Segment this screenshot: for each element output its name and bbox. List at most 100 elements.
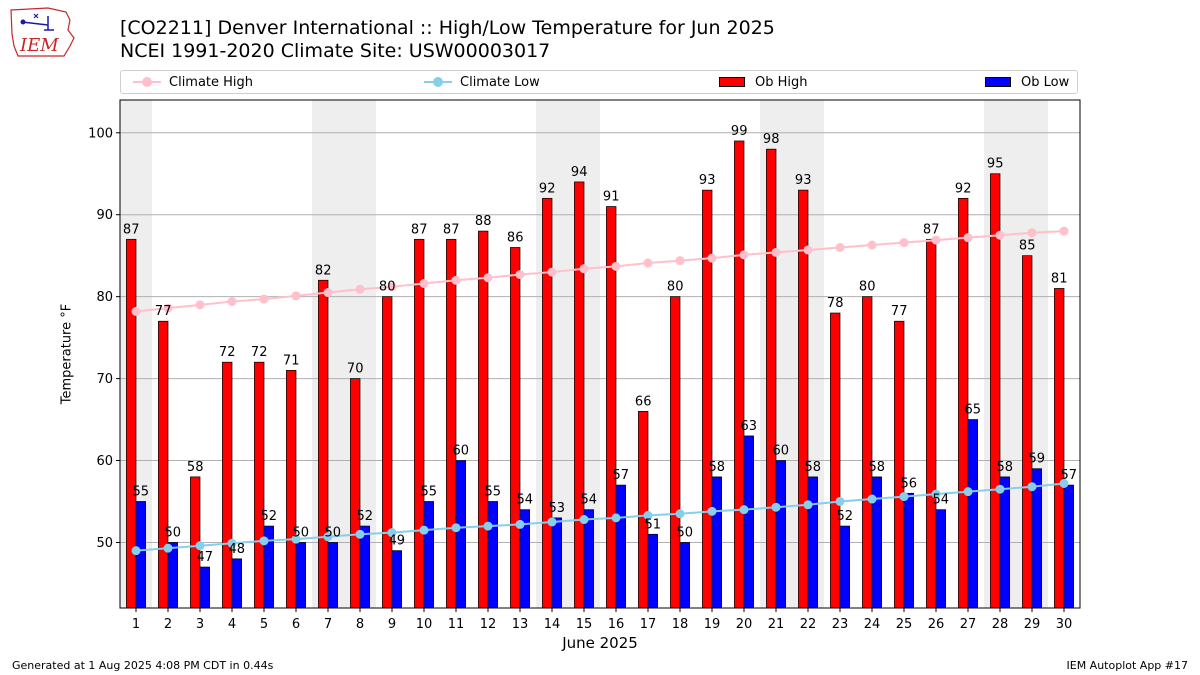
climate-high-point [163, 303, 173, 313]
climate-low-point [899, 492, 909, 502]
ob-high-bar [862, 296, 873, 609]
climate-high-point [867, 240, 877, 250]
x-tick-label: 16 [608, 617, 625, 632]
ob-low-bar [999, 476, 1010, 609]
climate-low-point [931, 489, 941, 499]
climate-low-point [611, 513, 621, 523]
ob-low-label: 60 [773, 444, 790, 459]
legend-item-ob-high: Ob High [719, 71, 808, 93]
ob-low-bar [199, 566, 210, 609]
ob-high-bar [638, 411, 649, 609]
climate-high-point [483, 273, 493, 283]
ob-low-bar [967, 419, 978, 609]
ob-high-bar [766, 148, 777, 609]
ob-high-bar [222, 361, 233, 609]
ob-low-label: 58 [805, 460, 822, 475]
x-tick-label: 18 [672, 617, 689, 632]
ob-high-bar [350, 378, 361, 609]
ob-low-label: 55 [133, 484, 150, 499]
chart-subtitle: NCEI 1991-2020 Climate Site: USW00003017 [120, 40, 551, 62]
climate-high-point [323, 288, 333, 298]
ob-low-label: 58 [709, 460, 726, 475]
x-tick-label: 25 [896, 617, 913, 632]
climate-low-point [163, 543, 173, 553]
climate-high-point [899, 238, 909, 248]
ob-high-bar [1054, 288, 1065, 609]
climate-low-point [515, 519, 525, 529]
climate-low-point [355, 529, 365, 539]
ob-low-label: 51 [645, 517, 662, 532]
legend-label: Ob Low [1021, 74, 1070, 90]
x-tick-label: 4 [228, 617, 236, 632]
legend-label: Climate High [169, 74, 254, 90]
x-axis-label: June 2025 [562, 634, 638, 652]
ob-low-label: 57 [613, 468, 630, 483]
ob-low-bar [583, 509, 594, 609]
x-tick-label: 10 [416, 617, 433, 632]
ob-low-label: 55 [421, 484, 438, 499]
ob-low-label: 50 [165, 525, 182, 540]
ob-high-label: 86 [507, 230, 524, 245]
climate-high-point [771, 247, 781, 257]
x-tick-label: 2 [164, 617, 172, 632]
climate-low-point [387, 528, 397, 538]
ob-high-label: 92 [539, 181, 556, 196]
x-tick-label: 26 [928, 617, 945, 632]
ob-high-label: 85 [1019, 239, 1036, 254]
y-axis-label: Temperature °F [59, 303, 75, 405]
ob-high-label: 77 [155, 304, 172, 319]
climate-low-point [771, 502, 781, 512]
climate-low-point [227, 538, 237, 548]
svg-text:IEM: IEM [19, 35, 59, 56]
x-tick-label: 27 [960, 617, 977, 632]
ob-low-bar [423, 501, 434, 609]
climate-high-point [739, 250, 749, 260]
ob-high-label: 98 [763, 132, 780, 147]
x-tick-label: 22 [800, 617, 817, 632]
ob-high-label: 80 [859, 280, 876, 295]
ob-low-bar [935, 509, 946, 609]
y-tick-label: 50 [96, 536, 113, 551]
ob-high-label: 87 [443, 222, 460, 237]
ob-high-label: 88 [475, 214, 492, 229]
ob-low-bar [679, 542, 690, 609]
climate-low-point [259, 536, 269, 546]
ob-high-bar [318, 279, 329, 609]
climate-high-point [227, 297, 237, 307]
x-tick-label: 1 [132, 617, 140, 632]
ob-low-bar [839, 525, 850, 609]
ob-high-label: 78 [827, 296, 844, 311]
ob-low-label: 58 [869, 460, 886, 475]
ob-low-label: 57 [1061, 468, 1078, 483]
x-tick-label: 14 [544, 617, 561, 632]
ob-low-label: 60 [453, 444, 470, 459]
ob-high-label: 58 [187, 460, 204, 475]
climate-low-point [835, 496, 845, 506]
ob-high-bar [670, 296, 681, 609]
ob-high-bar [734, 140, 745, 609]
ob-low-label: 50 [677, 525, 694, 540]
ob-high-label: 82 [315, 263, 332, 278]
climate-low-point [195, 541, 205, 551]
climate-high-point [291, 291, 301, 301]
x-tick-label: 20 [736, 617, 753, 632]
climate-high-point [515, 270, 525, 280]
ob-low-bar [551, 517, 562, 609]
climate-high-point [579, 264, 589, 274]
ob-low-label: 49 [389, 534, 406, 549]
y-tick-label: 60 [96, 454, 113, 469]
x-tick-label: 17 [640, 617, 657, 632]
ob-high-label: 87 [123, 222, 140, 237]
climate-low-point [867, 494, 877, 504]
climate-low-point [995, 484, 1005, 494]
climate-low-point [547, 517, 557, 527]
ob-high-label: 80 [379, 280, 396, 295]
climate-high-point [803, 245, 813, 255]
climate-high-point [355, 284, 365, 294]
legend-label: Ob High [755, 74, 808, 90]
ob-low-label: 59 [1029, 452, 1046, 467]
ob-high-label: 94 [571, 165, 588, 180]
climate-low-point [675, 509, 685, 519]
climate-high-point [963, 233, 973, 243]
